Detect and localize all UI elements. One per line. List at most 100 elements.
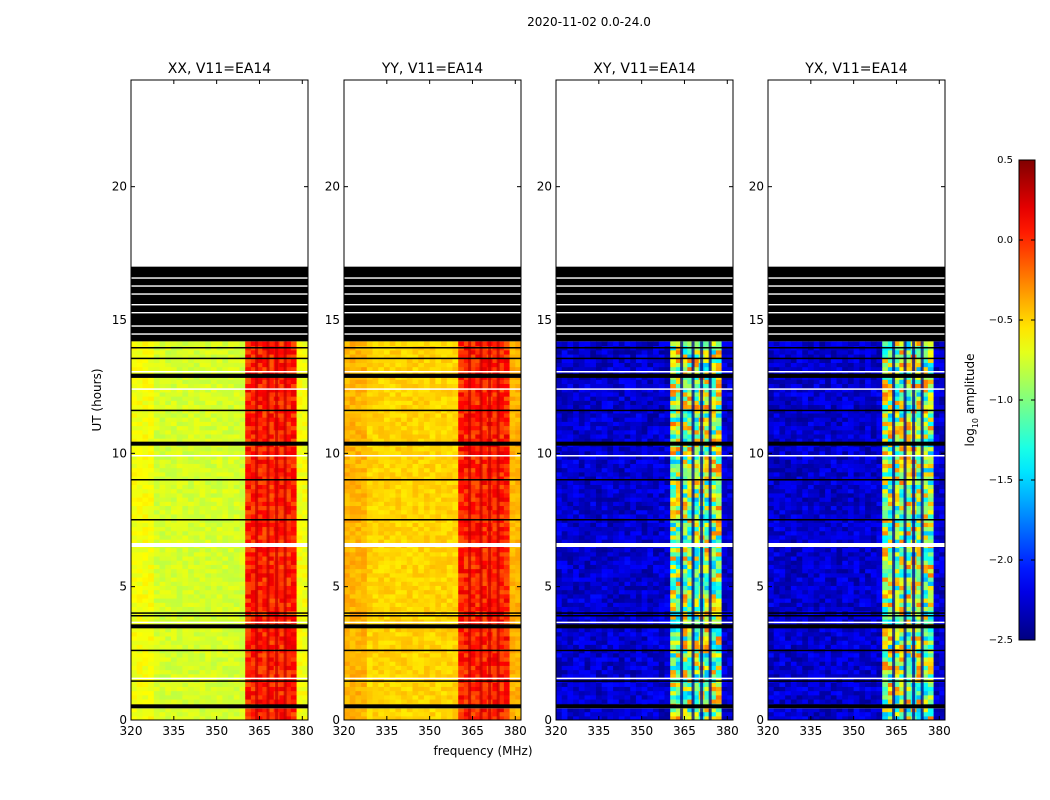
heat-cell (418, 560, 425, 565)
heat-cell (395, 602, 402, 607)
heat-cell (429, 522, 436, 528)
heat-cell (279, 379, 286, 385)
heat-cell (401, 492, 408, 498)
heat-cell (429, 589, 436, 595)
heat-cell (475, 707, 482, 713)
heat-cell (193, 421, 201, 427)
heat-cell (366, 475, 374, 481)
heat-cell (509, 467, 516, 473)
heat-cell (435, 433, 442, 439)
heat-cell (372, 555, 379, 561)
heat-cell (429, 585, 436, 591)
heat-cell (216, 686, 223, 692)
heat-cell (279, 593, 286, 599)
heat-cell (469, 572, 476, 578)
heat-cell (401, 711, 408, 717)
heat-cell (193, 383, 201, 389)
heat-cell (515, 475, 521, 481)
heat-cell (395, 673, 402, 679)
heat-cell (153, 640, 161, 645)
heat-cell (401, 627, 408, 633)
heat-cell (205, 349, 212, 355)
heat-cell (142, 572, 149, 578)
heat-cell (136, 396, 144, 401)
heat-cell (233, 497, 241, 502)
heat-cell (349, 488, 357, 494)
heat-cell (193, 438, 201, 443)
y-tick-label: 0 (119, 713, 127, 727)
heat-cell (193, 509, 201, 515)
heat-cell (245, 484, 252, 490)
heat-cell (296, 353, 303, 359)
heat-cell (446, 463, 454, 469)
heat-cell (199, 396, 206, 401)
heat-cell (233, 576, 241, 582)
heat-cell (515, 661, 521, 666)
heat-cell (170, 417, 178, 422)
flagged-row (131, 371, 308, 373)
heat-cell (429, 497, 436, 502)
heat-cell (344, 560, 351, 565)
heat-cell (290, 421, 298, 427)
heat-cell (182, 480, 189, 485)
heat-cell (165, 661, 172, 666)
heat-cell (188, 358, 195, 363)
heat-cell (250, 669, 258, 675)
heat-cell (406, 640, 414, 645)
heat-cell (205, 673, 212, 679)
heat-cell (349, 644, 357, 650)
heat-cell (389, 467, 396, 473)
heat-cell (446, 564, 454, 570)
heat-cell (446, 530, 454, 536)
heat-cell (492, 593, 499, 599)
heat-cell (170, 480, 178, 485)
heat-cell (193, 568, 201, 574)
heat-cell (136, 572, 144, 578)
heat-cell (452, 555, 459, 561)
heat-cell (401, 438, 408, 443)
heat-cell (268, 677, 275, 683)
heat-cell (481, 463, 488, 469)
heat-cell (429, 690, 436, 696)
heat-cell (418, 505, 425, 511)
heat-cell (378, 581, 385, 586)
heat-cell (285, 665, 292, 671)
heat-cell (216, 467, 223, 473)
heat-cell (435, 471, 442, 477)
heat-cell (383, 450, 391, 456)
heat-cell (142, 551, 149, 557)
heat-cell (492, 547, 499, 553)
heat-cell (475, 665, 482, 671)
heat-cell (475, 564, 482, 570)
heat-cell (136, 488, 144, 494)
heat-cell (290, 669, 298, 675)
heat-cell (245, 585, 252, 591)
heat-cell (515, 640, 521, 645)
heat-cell (262, 425, 269, 431)
heat-cell (372, 454, 379, 460)
heat-cell (245, 492, 252, 498)
heat-cell (153, 501, 161, 507)
heat-cell (182, 509, 189, 515)
heat-cell (159, 501, 166, 507)
heat-cell (222, 576, 229, 582)
heat-cell (131, 640, 138, 645)
heat-cell (475, 492, 482, 498)
heat-cell (441, 690, 448, 696)
heat-cell (239, 551, 246, 557)
heat-cell (233, 421, 241, 427)
heat-cell (344, 661, 351, 666)
heat-cell (250, 635, 258, 641)
heat-cell (515, 560, 521, 565)
heat-cell (165, 585, 172, 591)
heat-cell (131, 412, 138, 418)
heat-cell (441, 576, 448, 582)
heat-cell (503, 585, 511, 591)
heat-cell (498, 522, 505, 528)
heat-cell (463, 661, 471, 666)
heat-cell (515, 669, 521, 675)
heat-cell (285, 501, 292, 507)
heat-cell (136, 383, 144, 389)
heat-cell (389, 627, 396, 633)
heat-cell (296, 425, 303, 431)
